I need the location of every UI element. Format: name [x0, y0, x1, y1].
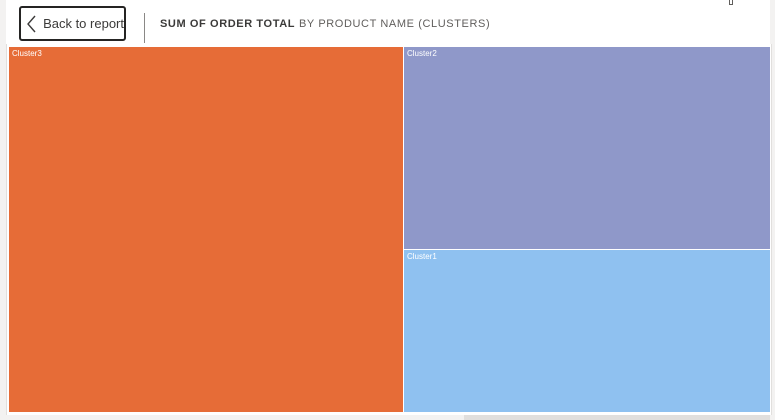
treemap-tile-cluster3[interactable]: Cluster3	[9, 47, 403, 412]
back-to-report-button[interactable]: Back to report	[19, 6, 126, 41]
treemap-tile-label: Cluster3	[12, 49, 42, 58]
treemap-chart: Cluster3 Cluster2 Cluster1	[6, 44, 772, 415]
treemap-tile-cluster1[interactable]: Cluster1	[404, 250, 770, 412]
visual-header: Back to report SUM OF ORDER TOTAL BY PRO…	[6, 0, 770, 44]
treemap-tile-cluster2[interactable]: Cluster2	[404, 47, 770, 249]
visual-title-measure: SUM OF ORDER TOTAL	[160, 18, 296, 30]
header-divider	[144, 13, 145, 43]
treemap-tile-label: Cluster2	[407, 49, 437, 58]
treemap-tile-label: Cluster1	[407, 252, 437, 261]
horizontal-scrollbar[interactable]	[464, 415, 770, 420]
visual-title-dimension: BY PRODUCT NAME (CLUSTERS)	[299, 18, 491, 30]
back-to-report-label: Back to report	[43, 16, 124, 31]
visual-options-icon[interactable]	[729, 0, 733, 5]
chevron-left-icon	[26, 15, 38, 33]
